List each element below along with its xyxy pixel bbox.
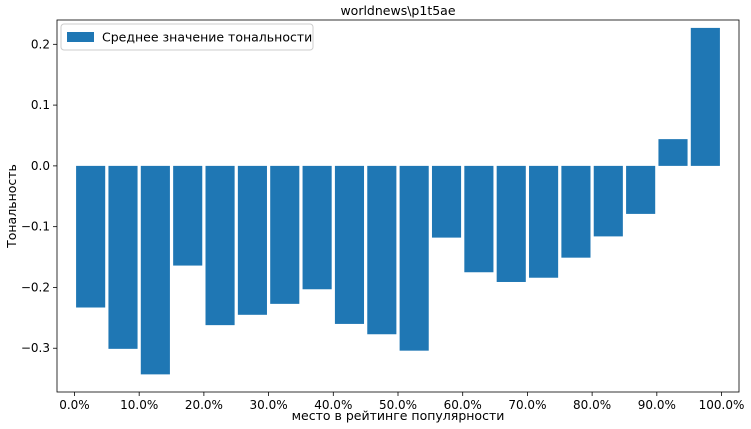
- x-tick-label: 40.0%: [314, 398, 352, 412]
- legend-label: Среднее значение тональности: [102, 30, 312, 45]
- bar-10: [399, 165, 429, 351]
- x-tick-label: 90.0%: [638, 398, 676, 412]
- legend: Среднее значение тональности: [60, 23, 314, 51]
- bar-3: [173, 165, 203, 266]
- bar-11: [431, 165, 462, 238]
- x-tick-label: 70.0%: [508, 398, 546, 412]
- x-tick-label: 60.0%: [444, 398, 482, 412]
- x-tick-label: 100.0%: [699, 398, 745, 412]
- y-ticks-group: −0.3 −0.2 −0.1 0.0 0.1 0.2: [21, 37, 57, 355]
- y-tick-label: 0.1: [31, 98, 50, 112]
- x-tick-label: 0.0%: [59, 398, 90, 412]
- y-tick-label: 0.2: [31, 37, 50, 51]
- legend-swatch: [67, 32, 94, 42]
- bar-2: [140, 165, 170, 375]
- legend-box: [60, 23, 314, 51]
- y-axis-label: Тональность: [4, 164, 19, 249]
- y-tick-label: −0.2: [21, 280, 50, 294]
- x-tick-label: 80.0%: [573, 398, 611, 412]
- x-tick-label: 20.0%: [185, 398, 223, 412]
- bar-17: [626, 165, 656, 214]
- bar-16: [593, 165, 623, 237]
- chart-title: worldnews\p1t5ae: [340, 3, 455, 18]
- bar-5: [237, 165, 267, 315]
- bar-4: [205, 165, 235, 326]
- bar-7: [302, 165, 332, 290]
- bars-group: [76, 27, 720, 375]
- x-tick-label: 30.0%: [250, 398, 288, 412]
- bar-8: [334, 165, 365, 324]
- bar-9: [367, 165, 397, 335]
- x-ticks-group: 0.0% 10.0% 20.0% 30.0% 40.0% 50.0% 60.0% 70.0% 8…: [59, 392, 744, 412]
- y-tick-label: −0.3: [21, 341, 50, 355]
- y-tick-label: −0.1: [21, 220, 50, 234]
- bar-12: [464, 165, 494, 273]
- bar-15: [561, 165, 591, 258]
- bar-6: [270, 165, 300, 304]
- plot-frame: [56, 19, 740, 393]
- bar-18: [658, 139, 688, 166]
- bar-0: [76, 165, 106, 308]
- bar-13: [496, 165, 526, 282]
- x-axis-label: место в рейтинге популярности: [292, 408, 505, 423]
- x-tick-label: 50.0%: [379, 398, 417, 412]
- x-tick-label: 10.0%: [120, 398, 158, 412]
- bar-1: [108, 165, 138, 349]
- bar-14: [529, 165, 559, 278]
- bar-19: [690, 27, 720, 166]
- y-tick-label: 0.0: [31, 159, 50, 173]
